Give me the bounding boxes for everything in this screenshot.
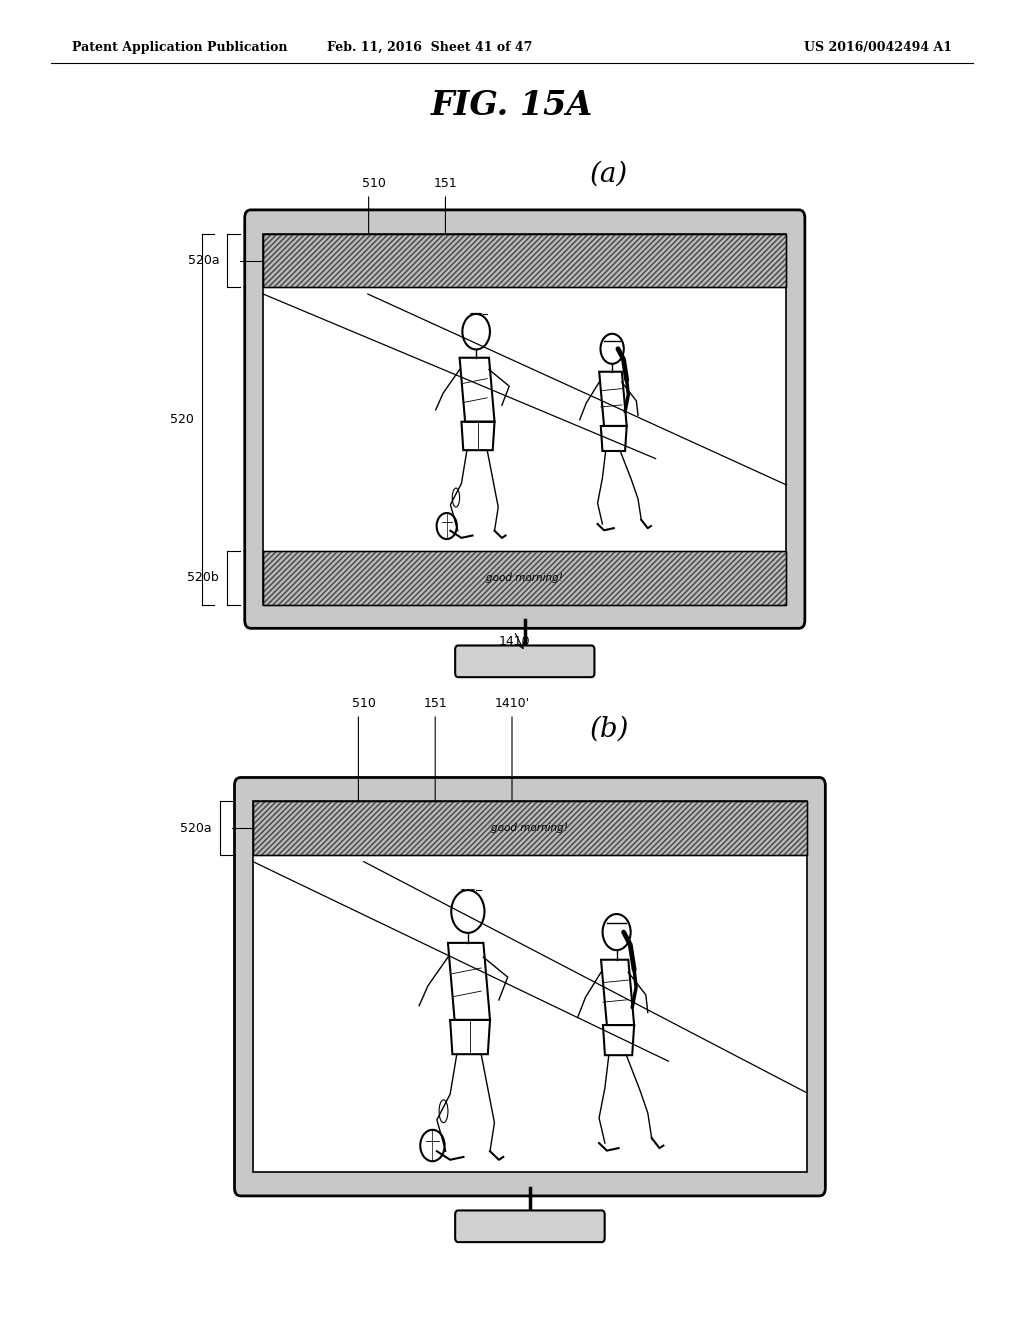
Bar: [253, 801, 807, 855]
Bar: [263, 234, 786, 288]
Text: 520a: 520a: [180, 821, 212, 834]
Text: (b): (b): [590, 715, 629, 742]
Bar: [253, 801, 807, 1172]
Text: 520a: 520a: [187, 253, 219, 267]
Text: 151: 151: [423, 697, 447, 710]
Text: (a): (a): [590, 161, 629, 187]
Text: good morning!: good morning!: [486, 573, 563, 582]
FancyBboxPatch shape: [455, 1210, 604, 1242]
Bar: [263, 550, 786, 605]
Text: 1410: 1410: [499, 635, 529, 648]
Bar: [263, 234, 786, 605]
FancyBboxPatch shape: [455, 645, 594, 677]
Bar: [263, 550, 786, 605]
FancyBboxPatch shape: [245, 210, 805, 628]
Bar: [263, 234, 786, 288]
Bar: [253, 801, 807, 855]
Text: good morning!: good morning!: [492, 824, 568, 833]
Text: 520: 520: [170, 413, 194, 425]
Text: 520b: 520b: [187, 572, 219, 585]
Text: Feb. 11, 2016  Sheet 41 of 47: Feb. 11, 2016 Sheet 41 of 47: [328, 41, 532, 54]
Text: 510: 510: [351, 697, 376, 710]
Text: Patent Application Publication: Patent Application Publication: [72, 41, 287, 54]
Text: 1410': 1410': [495, 697, 529, 710]
Text: FIG. 15A: FIG. 15A: [431, 88, 593, 121]
Text: 151: 151: [433, 177, 458, 190]
FancyBboxPatch shape: [234, 777, 825, 1196]
Text: US 2016/0042494 A1: US 2016/0042494 A1: [804, 41, 952, 54]
Text: 510: 510: [361, 177, 386, 190]
